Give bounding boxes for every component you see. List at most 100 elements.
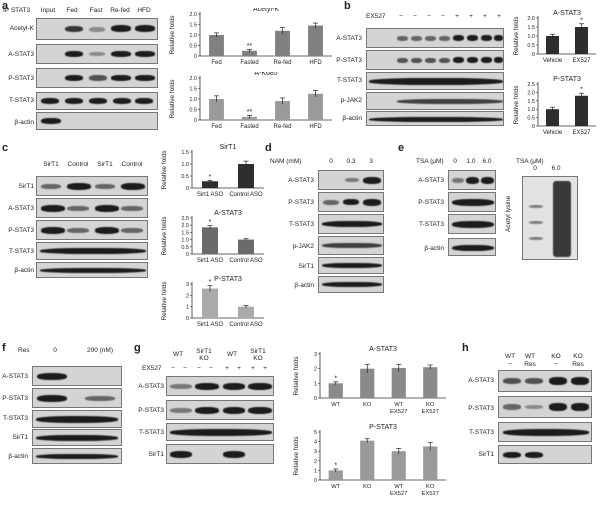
- chart-x-tick-label: Fasted: [240, 124, 258, 130]
- chart-y-tick-label: 1.0: [189, 97, 197, 103]
- western-blot: [448, 214, 496, 234]
- western-blot: [318, 214, 384, 234]
- panel-c-lane-1: Control: [67, 161, 89, 168]
- western-blot: [166, 444, 274, 464]
- panel-d-row-label: P-STAT3: [288, 199, 314, 206]
- panel-h-lane-2: KO: [551, 353, 561, 360]
- panel-g-treatment: EX527: [142, 365, 162, 372]
- panel-d-lane-2: 3: [369, 158, 373, 165]
- western-blot: [36, 220, 148, 240]
- panel-a-row-label: P-STAT3: [8, 75, 34, 82]
- panel-h-row-label: SirT1: [478, 451, 494, 458]
- chart-x-tick-label: Sirt1 ASO: [197, 322, 224, 328]
- chart-x-tick-label: Fed: [211, 60, 221, 66]
- chart-c2: A-STAT3 Relative folds 00.51.0 1.52.02.5 * Si…: [161, 210, 264, 264]
- western-blot: [448, 170, 496, 190]
- chart-ylabel: Relative folds: [513, 85, 520, 125]
- western-blot: [36, 262, 148, 278]
- chart-title: P-STAT3: [369, 424, 397, 431]
- western-blot: [32, 366, 122, 386]
- western-blot: [498, 422, 592, 442]
- chart-bar: [242, 116, 257, 120]
- chart-b2: P-STAT3 Relative folds 0 0.5 1.0 1.5 2.0 2.5 Veh…: [513, 76, 596, 136]
- chart-y-tick-label: 1: [314, 381, 317, 387]
- panel-a-ip-header: IP STAT3: [3, 7, 31, 14]
- chart-y-tick-label: 0: [314, 396, 317, 402]
- panel-b-label: b: [344, 0, 351, 12]
- chart-x-tick-label: EX527: [572, 130, 591, 136]
- panel-a-lane-4: HFD: [137, 7, 151, 14]
- chart-bar: [391, 451, 406, 480]
- panel-c-row-label: β-actin: [14, 267, 34, 274]
- chart-x-tick-label: EX527: [572, 58, 591, 64]
- chart-y-tick-label: 1.0: [181, 162, 189, 168]
- chart-y-tick-label: 4: [314, 440, 317, 446]
- chart-y-tick-label: 2.0: [527, 16, 535, 22]
- chart-y-tick-label: 3: [186, 282, 189, 288]
- panel-b-row-label: T-STAT3: [336, 77, 362, 84]
- panel-b-sign: −: [441, 13, 445, 20]
- panel-e-right-lane-0: 0: [533, 165, 537, 172]
- chart-bar: [423, 367, 438, 398]
- panel-b-row-label: A-STAT3: [336, 35, 362, 42]
- chart-y-tick-label: 2.0: [181, 223, 189, 229]
- panel-h-sub-lane-2: −: [554, 361, 558, 368]
- chart-bar: [275, 30, 290, 56]
- chart-y-tick-label: 3: [314, 352, 317, 358]
- panel-b-treatment: EX527: [366, 13, 386, 20]
- panel-g-row-label: SirT1: [148, 451, 164, 458]
- chart-y-tick-label: 2.0: [527, 90, 535, 96]
- chart-bar: [238, 164, 254, 188]
- chart-y-tick-label: 1: [186, 305, 189, 311]
- panel-b-sign: +: [469, 13, 473, 20]
- panel-f-header: Res: [18, 347, 30, 354]
- panel-g-row-label: P-STAT3: [138, 407, 164, 414]
- chart-y-tick-label: 2.0: [189, 12, 197, 18]
- western-blot: [166, 400, 274, 420]
- panel-c-lane-3: Control: [121, 161, 143, 168]
- chart-y-tick-label: 2.0: [189, 76, 197, 82]
- panel-a-lane-1: Fed: [66, 7, 78, 14]
- western-blot: [36, 18, 158, 40]
- chart-bar: [360, 368, 375, 398]
- panel-g-sign: +: [237, 365, 241, 372]
- western-blot: [366, 111, 504, 126]
- panel-g-sign: +: [263, 365, 267, 372]
- chart-y-tick-label: 0: [186, 186, 189, 192]
- panel-f-row-label: A-STAT3: [2, 373, 28, 380]
- chart-ylabel: Relative folds: [161, 216, 168, 256]
- panel-c-row-label: P-STAT3: [8, 227, 34, 234]
- chart-y-tick-label: 1.5: [527, 99, 535, 105]
- panel-a-row-label: T-STAT3: [8, 97, 34, 104]
- chart-significance: *: [209, 279, 212, 286]
- chart-significance: *: [580, 17, 583, 24]
- chart-y-tick-label: 1.5: [527, 25, 535, 31]
- western-blot: [32, 448, 122, 464]
- panel-a-label: a: [2, 0, 9, 12]
- panel-e-label: e: [398, 142, 405, 154]
- chart-x-tick-label: KO: [426, 484, 435, 490]
- panel-e-acetyl-label: Acetyl lysine: [505, 195, 512, 232]
- chart-y-tick-label: 2.5: [181, 216, 189, 222]
- chart-ylabel: Relative folds: [293, 356, 300, 396]
- western-blot: [32, 410, 122, 428]
- chart-bar: [209, 99, 224, 120]
- panel-a-row-label: β-actin: [14, 119, 34, 126]
- panel-g-lane-1: SirT1 KO: [196, 348, 212, 363]
- chart-significance: *: [580, 87, 583, 94]
- chart-bar: [202, 288, 218, 318]
- chart-a2: A-K685 Relative folds 0 0.5 1.0 1.5 2.0 Fed ** Fa…: [169, 72, 332, 130]
- western-blot: [448, 192, 496, 212]
- chart-y-tick-label: 5: [314, 430, 317, 436]
- chart-y-tick-label: 1.0: [527, 107, 535, 113]
- panel-d-label: d: [265, 142, 272, 154]
- chart-x-tick-label: KO: [363, 484, 372, 490]
- chart-x-tick-label: EX527: [422, 409, 439, 415]
- chart-title: A-STAT3: [214, 210, 242, 217]
- western-blot: [32, 388, 122, 408]
- chart-ylabel: Relative folds: [161, 281, 168, 321]
- panel-f-label: f: [2, 342, 6, 354]
- panel-g-row-label: T-STAT3: [138, 429, 164, 436]
- chart-y-tick-label: 0.5: [527, 116, 535, 122]
- panel-b-row-label: β-actin: [342, 115, 362, 122]
